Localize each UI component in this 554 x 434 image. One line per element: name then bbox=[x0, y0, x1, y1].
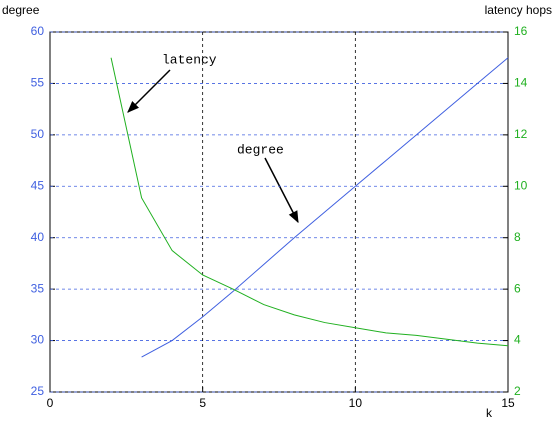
y2-tick-label: 4 bbox=[514, 333, 521, 347]
x-axis-label: k bbox=[486, 406, 493, 420]
y-tick-label: 55 bbox=[31, 76, 45, 90]
y2-tick-label: 6 bbox=[514, 281, 521, 295]
y-tick-label: 35 bbox=[31, 281, 45, 295]
y2-tick-label: 8 bbox=[514, 230, 521, 244]
x-tick-label: 10 bbox=[349, 396, 363, 410]
y-tick-label: 45 bbox=[31, 178, 45, 192]
y2-axis-label: latency hops bbox=[485, 3, 552, 17]
y2-tick-label: 10 bbox=[514, 178, 528, 192]
y-tick-label: 40 bbox=[31, 230, 45, 244]
y2-tick-label: 14 bbox=[514, 76, 528, 90]
arrow bbox=[264, 157, 299, 224]
y2-tick-label: 16 bbox=[514, 24, 528, 38]
line-series bbox=[110, 57, 509, 347]
y-axis-label: degree bbox=[2, 3, 40, 17]
y2-tick-label: 12 bbox=[514, 127, 528, 141]
y-tick-label: 30 bbox=[31, 333, 45, 347]
annotation: latency bbox=[162, 52, 217, 67]
line-series bbox=[141, 57, 509, 358]
x-tick-label: 15 bbox=[501, 396, 515, 410]
y-tick-label: 60 bbox=[31, 24, 45, 38]
y-tick-label: 25 bbox=[31, 384, 45, 398]
x-tick-label: 5 bbox=[199, 396, 206, 410]
y-tick-label: 50 bbox=[31, 127, 45, 141]
annotation: degree bbox=[237, 142, 284, 157]
x-tick-label: 0 bbox=[47, 396, 54, 410]
y2-tick-label: 2 bbox=[514, 384, 521, 398]
arrow bbox=[127, 69, 171, 113]
